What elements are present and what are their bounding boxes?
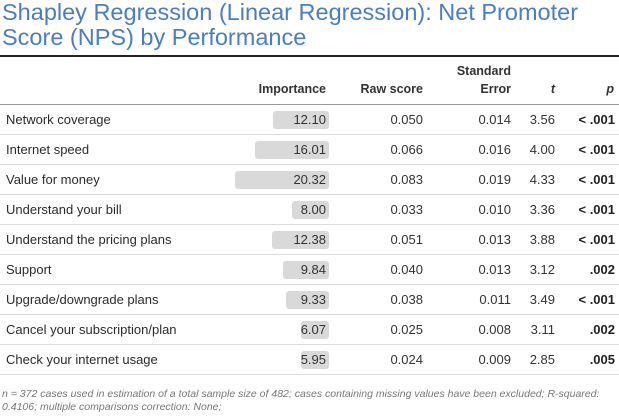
t-value: 3.49 (529, 292, 555, 307)
p-value: .005 (589, 352, 615, 367)
table-row: Internet speed 16.01 0.066 0.016 4.00 < .001 (0, 135, 619, 165)
header-raw-score: Raw score (360, 82, 423, 96)
importance-value: 12.38 (293, 232, 326, 247)
standard-error-value: 0.011 (479, 292, 511, 307)
standard-error-value: 0.019 (478, 172, 511, 187)
raw-score-value: 0.066 (390, 142, 423, 157)
importance-value: 6.07 (300, 322, 326, 337)
raw-score-value: 0.033 (390, 202, 423, 217)
header-standard-error-line1: Standard (456, 64, 511, 78)
importance-bar (301, 321, 329, 339)
table-row: Cancel your subscription/plan 6.07 0.025 0.… (0, 315, 619, 345)
row-label: Network coverage (6, 112, 111, 127)
standard-error-value: 0.016 (478, 142, 511, 157)
importance-value: 8.00 (300, 202, 326, 217)
p-value: < .001 (578, 292, 615, 307)
header-divider (0, 104, 619, 105)
header-t: t (550, 82, 555, 96)
raw-score-value: 0.051 (390, 232, 423, 247)
standard-error-value: 0.009 (478, 352, 511, 367)
t-value: 2.85 (529, 352, 555, 367)
standard-error-value: 0.008 (478, 322, 511, 337)
header-standard-error-line2: Error (480, 82, 511, 96)
p-value: < .001 (578, 142, 615, 157)
p-value: < .001 (578, 172, 615, 187)
t-value: 3.36 (529, 202, 555, 217)
t-value: 3.11 (530, 322, 555, 337)
row-label: Understand your bill (6, 202, 122, 217)
t-value: 4.33 (529, 172, 555, 187)
p-value: .002 (589, 322, 615, 337)
importance-bar (283, 261, 329, 279)
table-row: Understand your bill 8.00 0.033 0.010 3.36 < … (0, 195, 619, 225)
importance-bar (301, 351, 329, 369)
row-label: Internet speed (6, 142, 90, 157)
standard-error-value: 0.013 (478, 262, 511, 277)
table-row: Support 9.84 0.040 0.013 3.12 .002 (0, 255, 619, 285)
row-label: Value for money (6, 172, 100, 187)
table-row: Upgrade/downgrade plans 9.33 0.038 0.011 3.4… (0, 285, 619, 315)
table-row: Check your internet usage 5.95 0.024 0.009 2… (0, 345, 619, 375)
importance-value: 16.01 (293, 142, 326, 157)
row-label: Check your internet usage (6, 352, 158, 367)
importance-bar (286, 291, 329, 309)
table-row: Network coverage 12.10 0.050 0.014 3.56 < .00… (0, 105, 619, 135)
row-label: Support (6, 262, 52, 277)
standard-error-value: 0.013 (478, 232, 511, 247)
t-value: 3.88 (529, 232, 555, 247)
footnote: n = 372 cases used in estimation of a to… (2, 388, 600, 413)
importance-value: 9.33 (300, 292, 326, 307)
title-divider (0, 55, 619, 57)
standard-error-value: 0.014 (478, 112, 511, 127)
row-label: Upgrade/downgrade plans (6, 292, 159, 307)
raw-score-value: 0.040 (390, 262, 423, 277)
raw-score-value: 0.038 (390, 292, 423, 307)
t-value: 3.56 (529, 112, 555, 127)
importance-value: 5.95 (300, 352, 326, 367)
importance-value: 20.32 (293, 172, 326, 187)
importance-value: 12.10 (293, 112, 326, 127)
raw-score-value: 0.083 (390, 172, 423, 187)
t-value: 4.00 (529, 142, 555, 157)
row-label: Understand the pricing plans (6, 232, 172, 247)
table-row: Value for money 20.32 0.083 0.019 4.33 < .001 (0, 165, 619, 195)
importance-value: 9.84 (300, 262, 326, 277)
p-value: < .001 (578, 112, 615, 127)
importance-bar (292, 201, 329, 219)
page-title: Shapley Regression (Linear Regression): … (2, 0, 579, 50)
standard-error-value: 0.010 (478, 202, 511, 217)
raw-score-value: 0.024 (390, 352, 423, 367)
raw-score-value: 0.025 (390, 322, 423, 337)
header-p: p (606, 82, 614, 96)
importance-bar (272, 231, 329, 249)
table-row: Understand the pricing plans 12.38 0.051 0.… (0, 225, 619, 255)
p-value: < .001 (578, 232, 615, 247)
raw-score-value: 0.050 (390, 112, 423, 127)
importance-bar (235, 171, 329, 189)
t-value: 3.12 (529, 262, 555, 277)
p-value: .002 (589, 262, 615, 277)
p-value: < .001 (578, 202, 615, 217)
importance-bar (255, 141, 329, 159)
header-importance: Importance (258, 82, 326, 96)
row-label: Cancel your subscription/plan (6, 322, 177, 337)
importance-bar (273, 111, 329, 129)
